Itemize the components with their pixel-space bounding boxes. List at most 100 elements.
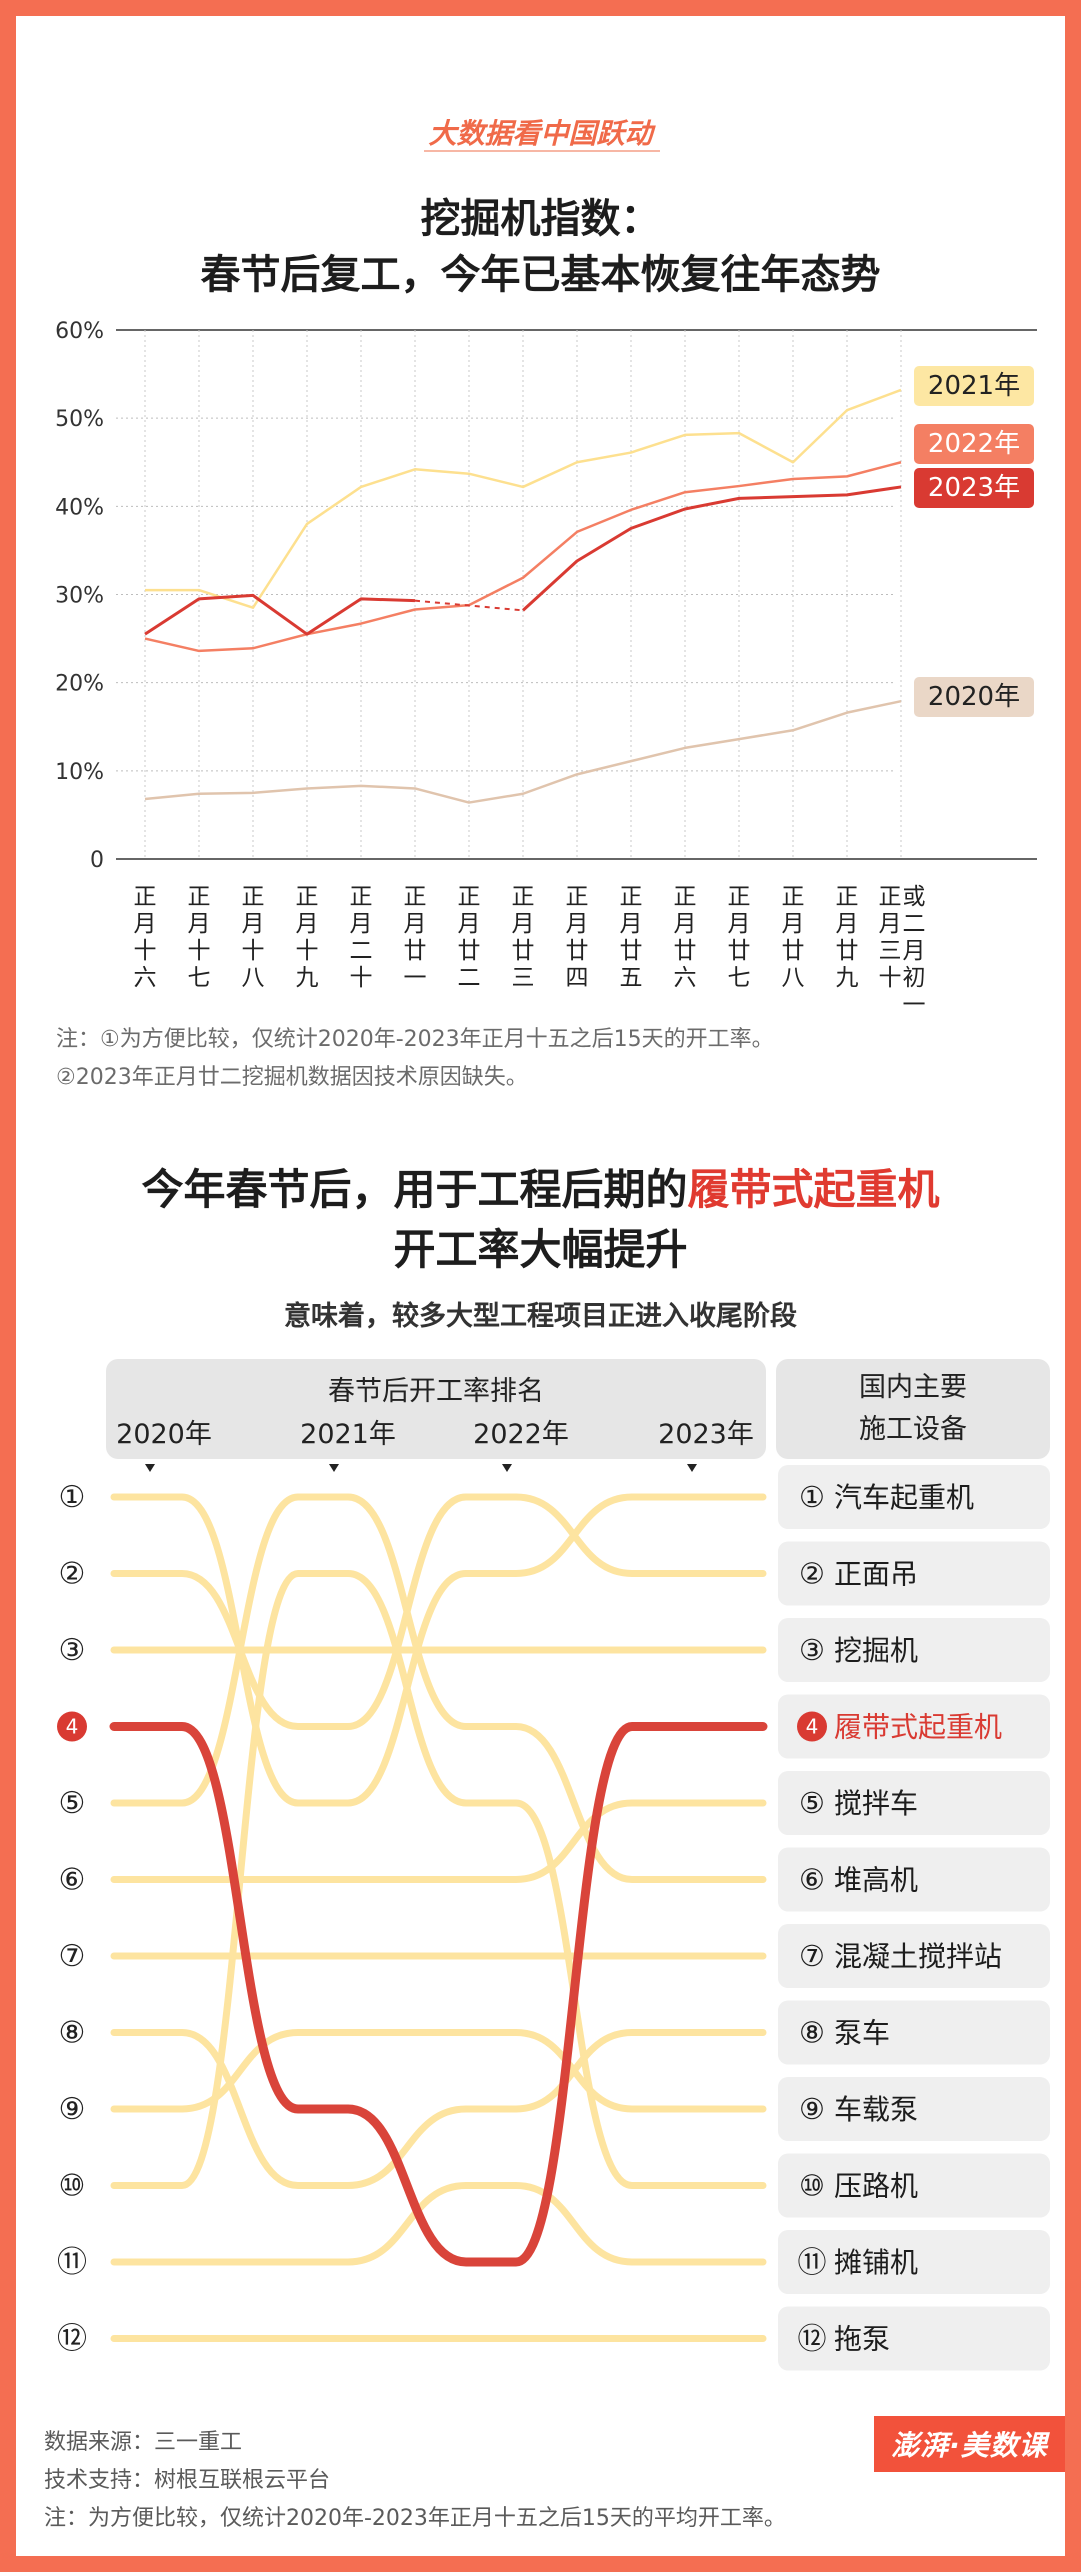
x-tick-label: 三 [512, 965, 535, 991]
x-tick-label: 月 [836, 911, 859, 937]
legend-label: 2020年 [928, 682, 1020, 712]
x-tick-label: 六 [674, 965, 697, 991]
year-header-label: 2022年 [473, 1419, 569, 1450]
x-tick-label: 四 [566, 965, 589, 991]
x-tick-label: 正 [188, 884, 211, 910]
y-tick-label: 10% [55, 760, 104, 785]
rank-line-highlight [109, 1722, 768, 2267]
equipment-rank-label: 4 [806, 1715, 819, 1739]
equipment-pill [778, 2306, 1050, 2371]
equipment-rank-label: ⑫ [797, 2322, 826, 2356]
x-tick-label: 廿 [566, 938, 589, 964]
x-tick-label: 二 [458, 965, 481, 991]
series-line-2023 [144, 593, 416, 636]
series-line-2022 [144, 461, 902, 653]
x-tick-label: 正 [350, 884, 373, 910]
equipment-rank-label: ③ [799, 1633, 825, 1667]
x-tick-label: 月 [404, 911, 427, 937]
year-marker-arrow [145, 1464, 155, 1472]
chart1-note-2: ②2023年正月廿二挖掘机数据因技术原因缺失。 [56, 1065, 528, 1090]
x-tick-label: 廿 [458, 938, 481, 964]
rank-line [110, 2028, 767, 2113]
equipment-pill [778, 1924, 1050, 1988]
rank-marker-label: ② [59, 1557, 86, 1592]
equipment-rank-label: ⑧ [799, 2016, 825, 2050]
x-tick-label: 九 [836, 965, 859, 991]
x-tick-label: 正 [134, 884, 157, 910]
rank-marker-label: ⑥ [59, 1863, 86, 1898]
equipment-name: 堆高机 [834, 1864, 918, 1897]
equipment-pill [778, 1771, 1050, 1835]
footer-source: 数据来源：三一重工 [44, 2430, 243, 2455]
equipment-pill [778, 2230, 1050, 2294]
rank-line [110, 1493, 767, 1807]
equipment-pill [778, 1541, 1050, 1606]
y-tick-label: 50% [55, 407, 104, 432]
x-tick-label: 廿 [512, 938, 535, 964]
legend-tag-2021 [914, 366, 1034, 406]
x-tick-label: 月 [879, 911, 902, 937]
x-tick-label: 月 [903, 938, 926, 964]
x-tick-label: 三 [879, 938, 902, 964]
equipment-name: 摊铺机 [834, 2246, 918, 2279]
equipment-rank-label: ⑦ [799, 1939, 825, 1973]
equipment-pill [778, 2000, 1050, 2065]
x-tick-label: 十 [296, 938, 319, 964]
legend-tag-2023 [914, 468, 1034, 508]
x-tick-label: 月 [242, 911, 265, 937]
charts-canvas: 010%20%30%40%50%60%正月十六正月十七正月十八正月十九正月二十正… [55, 319, 1050, 2371]
legend-label: 2023年 [928, 473, 1020, 503]
legend-tag-2022 [914, 424, 1034, 464]
ranking-header: 春节后开工率排名 [328, 1376, 544, 1407]
publisher-logo: 澎湃·美数课 [874, 2416, 1065, 2472]
rank-line [110, 2029, 767, 2189]
x-tick-label: 十 [879, 965, 902, 991]
x-tick-label: 月 [782, 911, 805, 937]
rank-marker-label: ③ [59, 1633, 86, 1668]
y-tick-label: 30% [55, 584, 104, 609]
x-tick-label: 月 [566, 911, 589, 937]
ranking-header-box [106, 1359, 766, 1459]
rank-line [110, 1570, 767, 2189]
y-tick-label: 40% [55, 495, 104, 520]
chart2-title-pre: 今年春节后，用于工程后期的 [141, 1165, 688, 1214]
equipment-rank-label: ⑪ [797, 2245, 826, 2279]
x-tick-label: 九 [296, 965, 319, 991]
x-tick-label: 月 [458, 911, 481, 937]
x-tick-label: 正 [728, 884, 751, 910]
series-line-2020 [144, 699, 902, 804]
infographic-card: 大数据看中国跃动 挖掘机指数： 春节后复工，今年已基本恢复往年态势 0 10% 20… [16, 16, 1065, 2556]
rank-marker-label: ⑤ [59, 1786, 86, 1821]
series-line-2023 [521, 485, 902, 612]
legend-tag-2020 [914, 677, 1034, 717]
year-header-label: 2021年 [300, 1419, 396, 1450]
x-tick-label: 廿 [404, 938, 427, 964]
x-tick-label: 十 [242, 938, 265, 964]
x-tick-label: 一 [404, 965, 427, 991]
rank-marker-label: 4 [66, 1715, 79, 1739]
x-tick-label: 廿 [836, 938, 859, 964]
equipment-pill [778, 2153, 1050, 2218]
footer-tech: 技术支持：树根互联根云平台 [44, 2468, 331, 2493]
x-tick-label: 十 [350, 965, 373, 991]
equipment-name: 泵车 [834, 2017, 890, 2050]
chart2-title-line1: 今年春节后，用于工程后期的履带式起重机 [16, 1156, 1065, 1217]
equipment-pill [778, 1465, 1050, 1529]
x-tick-label: 一 [903, 992, 926, 1018]
equipment-name: 挖掘机 [834, 1634, 918, 1667]
x-tick-label: 廿 [620, 938, 643, 964]
x-tick-label: 廿 [674, 938, 697, 964]
y-tick-label: 0 [90, 848, 104, 873]
x-tick-label: 正 [782, 884, 805, 910]
year-marker-arrow [502, 1464, 512, 1472]
x-tick-label: 十 [188, 938, 211, 964]
x-tick-label: 二 [903, 911, 926, 937]
brand-underline [424, 150, 660, 152]
equipment-pill [778, 2077, 1050, 2141]
rank-line [110, 1493, 767, 1883]
x-tick-label: 月 [512, 911, 535, 937]
x-tick-label: 正 [296, 884, 319, 910]
rank-marker-label: ① [59, 1480, 86, 1515]
rank-marker-highlight [57, 1711, 87, 1742]
equipment-pill [778, 1847, 1050, 1912]
